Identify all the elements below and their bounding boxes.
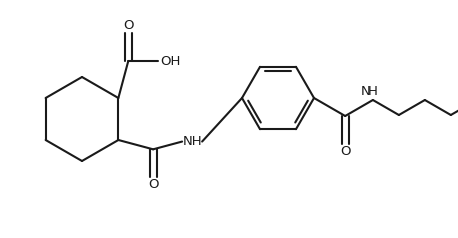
Text: H: H [368,85,378,98]
Text: O: O [340,145,350,158]
Text: OH: OH [160,55,180,68]
Text: O: O [148,178,158,191]
Text: O: O [123,19,133,32]
Text: N: N [361,85,371,98]
Text: NH: NH [183,135,203,148]
